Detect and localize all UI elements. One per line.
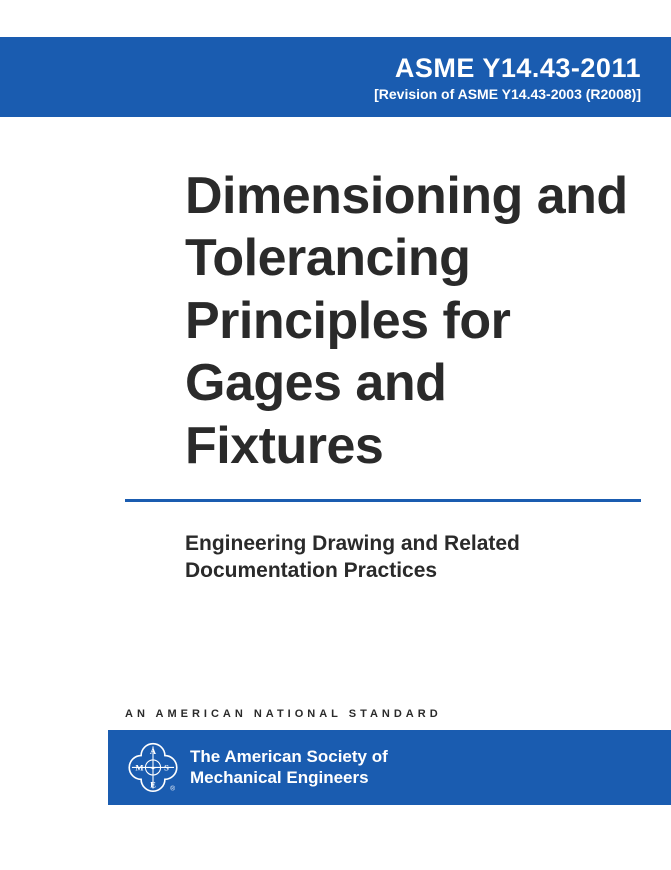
society-line-2: Mechanical Engineers xyxy=(190,768,388,788)
asme-logo-icon: A M S E ✦ ® xyxy=(126,741,180,795)
header-band: ASME Y14.43-2011 [Revision of ASME Y14.4… xyxy=(0,37,671,117)
svg-text:A: A xyxy=(150,745,157,755)
standard-label: AN AMERICAN NATIONAL STANDARD xyxy=(125,708,442,720)
svg-text:S: S xyxy=(164,762,169,772)
subtitle: Engineering Drawing and Related Document… xyxy=(185,530,641,585)
svg-text:✦: ✦ xyxy=(150,765,155,772)
svg-text:E: E xyxy=(150,779,156,789)
revision-note: [Revision of ASME Y14.43-2003 (R2008)] xyxy=(374,86,641,102)
footer-band: A M S E ✦ ® The American Society of Mech… xyxy=(108,730,671,805)
title-rule xyxy=(125,499,641,502)
svg-text:®: ® xyxy=(170,784,175,792)
main-title: Dimensioning and Tolerancing Principles … xyxy=(185,165,641,477)
asme-logo-wrap: A M S E ✦ ® The American Society of Mech… xyxy=(126,741,388,795)
society-name: The American Society of Mechanical Engin… xyxy=(190,747,388,788)
content-block: Dimensioning and Tolerancing Principles … xyxy=(185,165,641,585)
society-line-1: The American Society of xyxy=(190,747,388,767)
standard-code: ASME Y14.43-2011 xyxy=(395,53,641,84)
svg-text:M: M xyxy=(135,762,143,772)
